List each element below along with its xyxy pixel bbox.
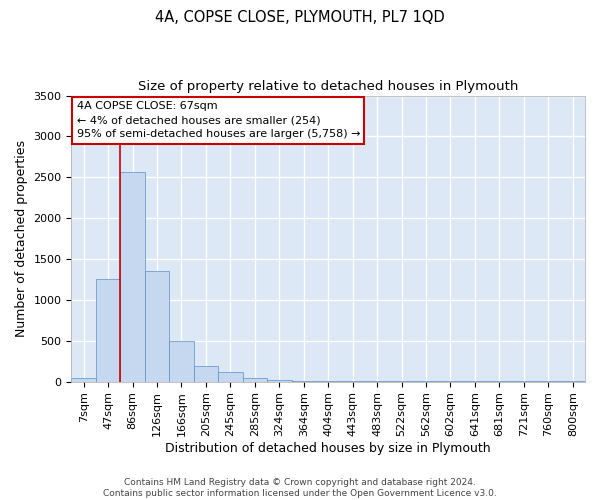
Bar <box>267 380 292 382</box>
Bar <box>169 341 194 382</box>
Text: 4A COPSE CLOSE: 67sqm
← 4% of detached houses are smaller (254)
95% of semi-deta: 4A COPSE CLOSE: 67sqm ← 4% of detached h… <box>77 102 360 140</box>
Bar <box>292 381 316 382</box>
X-axis label: Distribution of detached houses by size in Plymouth: Distribution of detached houses by size … <box>166 442 491 455</box>
Bar <box>242 378 267 382</box>
Bar <box>71 378 96 382</box>
Text: 4A, COPSE CLOSE, PLYMOUTH, PL7 1QD: 4A, COPSE CLOSE, PLYMOUTH, PL7 1QD <box>155 10 445 25</box>
Bar <box>121 172 145 382</box>
Bar <box>145 272 169 382</box>
Text: Contains HM Land Registry data © Crown copyright and database right 2024.
Contai: Contains HM Land Registry data © Crown c… <box>103 478 497 498</box>
Bar <box>218 372 242 382</box>
Bar <box>194 366 218 382</box>
Bar <box>96 279 121 382</box>
Bar <box>340 381 365 382</box>
Y-axis label: Number of detached properties: Number of detached properties <box>15 140 28 337</box>
Bar <box>316 381 340 382</box>
Title: Size of property relative to detached houses in Plymouth: Size of property relative to detached ho… <box>138 80 518 93</box>
